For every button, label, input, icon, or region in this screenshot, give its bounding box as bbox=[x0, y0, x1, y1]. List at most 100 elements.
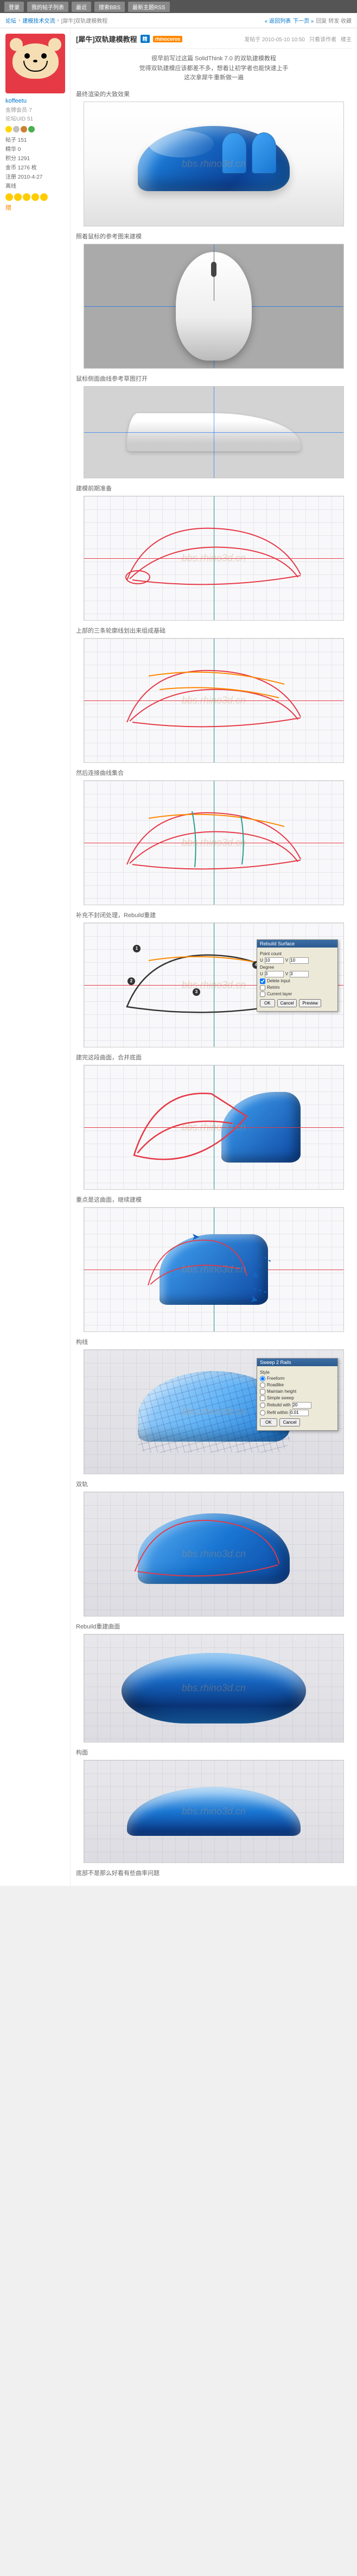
emoji-row bbox=[5, 193, 65, 201]
ok-button[interactable]: OK bbox=[260, 999, 275, 1007]
caption: 底部不是那么好看有些曲率问题 bbox=[76, 1868, 352, 1877]
post-actions[interactable]: 回复 转发 收藏 bbox=[316, 16, 352, 24]
label: Maintain height bbox=[267, 1389, 296, 1394]
avatar[interactable] bbox=[5, 34, 65, 93]
num-marker: 1 bbox=[133, 945, 141, 952]
figure-render: bbs.rhino3d.cn bbox=[84, 102, 344, 226]
refit-radio[interactable] bbox=[260, 1410, 265, 1416]
label: Retrim bbox=[267, 985, 280, 990]
caption: 最终渲染的大致效果 bbox=[76, 90, 352, 98]
stat-coins: 金币 1276 枚 bbox=[5, 163, 65, 173]
login-button[interactable]: 登录 bbox=[4, 2, 24, 12]
topbar: 登录 我的帖子列表 最近 搜索BBS 最新主题RSS bbox=[0, 0, 357, 13]
top-surface bbox=[122, 1653, 306, 1723]
du-input[interactable] bbox=[265, 971, 284, 977]
post-title: [犀牛]双轨建模教程 精 rhinoceros bbox=[76, 34, 182, 44]
figure-wireframe: bbs.rhino3d.cn Sweep 2 Rails Style Freef… bbox=[84, 1349, 344, 1474]
stat-points: 积分 1291 bbox=[5, 154, 65, 163]
dv-input[interactable] bbox=[290, 971, 309, 977]
layer-check[interactable] bbox=[260, 992, 265, 997]
caption: 构线 bbox=[76, 1337, 352, 1346]
medals bbox=[5, 126, 65, 132]
label: Current layer bbox=[267, 992, 292, 996]
back-link[interactable]: « 返回列表 bbox=[265, 16, 291, 24]
crumb-section[interactable]: 建模技术交流 bbox=[22, 16, 55, 24]
rebuild-radio[interactable] bbox=[260, 1403, 265, 1408]
roadlike-radio[interactable] bbox=[260, 1382, 265, 1388]
caption: 构面 bbox=[76, 1748, 352, 1757]
tol-input[interactable] bbox=[290, 1410, 309, 1416]
main-content: [犀牛]双轨建模教程 精 rhinoceros 发帖于 2010-05-10 1… bbox=[71, 28, 357, 1886]
ref-mouse bbox=[176, 252, 252, 361]
rss-button[interactable]: 最新主题RSS bbox=[128, 2, 170, 12]
figure-curves-2: bbs.rhino3d.cn bbox=[84, 638, 344, 763]
figure-curves-3: bbs.rhino3d.cn bbox=[84, 780, 344, 905]
medal-icon bbox=[5, 126, 12, 132]
essence-tag: 精 bbox=[141, 35, 150, 43]
dialog-title: Rebuild Surface bbox=[257, 940, 337, 948]
recent-button[interactable]: 最近 bbox=[72, 2, 91, 12]
crumb-forum[interactable]: 论坛 bbox=[5, 16, 16, 24]
label: U bbox=[260, 958, 263, 963]
emoji-icon[interactable] bbox=[14, 193, 22, 201]
del-check[interactable] bbox=[260, 978, 265, 984]
label: Freeform bbox=[267, 1376, 284, 1381]
caption: 重点是这曲面，继续建模 bbox=[76, 1195, 352, 1204]
figure-curves-1: bbs.rhino3d.cn bbox=[84, 496, 344, 621]
label: Style bbox=[260, 1370, 270, 1375]
stat-essence: 精华 0 bbox=[5, 145, 65, 154]
ok-button[interactable]: OK bbox=[260, 1418, 277, 1426]
label: U bbox=[260, 971, 263, 976]
caption: 建完这段曲面，合并底面 bbox=[76, 1053, 352, 1062]
emoji-icon[interactable] bbox=[40, 193, 48, 201]
post-header: [犀牛]双轨建模教程 精 rhinoceros 发帖于 2010-05-10 1… bbox=[76, 34, 352, 49]
floor-label: 楼主 bbox=[341, 35, 352, 43]
figure-final-surface: bbs.rhino3d.cn bbox=[84, 1760, 344, 1863]
label: Point count bbox=[260, 951, 282, 956]
sidebar: koffeetu 金牌会员·7 论坛UID 51 帖子 151 精华 0 积分 … bbox=[0, 28, 71, 1886]
pts-input[interactable] bbox=[292, 1402, 311, 1409]
next-page[interactable]: 下一页 » bbox=[293, 16, 314, 24]
emoji-icon[interactable] bbox=[5, 193, 13, 201]
post-time: 发帖于 2010-05-10 10:50 bbox=[244, 35, 305, 43]
simple-check[interactable] bbox=[260, 1396, 265, 1401]
post-meta: 发帖于 2010-05-10 10:50 只看该作者 楼主 bbox=[244, 35, 352, 43]
emoji-icon[interactable] bbox=[31, 193, 39, 201]
search-button[interactable]: 搜索BBS bbox=[94, 2, 125, 12]
figure-surface-arrows: bbs.rhino3d.cn ➤ - - - ➤ - - - ➤ bbox=[84, 1207, 344, 1332]
preview-button[interactable]: Preview bbox=[299, 999, 321, 1007]
freeform-radio[interactable] bbox=[260, 1376, 265, 1381]
arrow-icon: ➤ bbox=[192, 1232, 199, 1242]
figure-top-surface: bbs.rhino3d.cn bbox=[84, 1634, 344, 1742]
cancel-button[interactable]: Cancel bbox=[279, 1418, 301, 1426]
emoji-icon[interactable] bbox=[23, 193, 30, 201]
maintain-check[interactable] bbox=[260, 1389, 265, 1394]
gift-link[interactable]: 赠 bbox=[5, 203, 65, 212]
title-text: [犀牛]双轨建模教程 bbox=[76, 34, 137, 44]
label: V bbox=[285, 958, 288, 963]
username[interactable]: koffeetu bbox=[5, 98, 65, 104]
v-input[interactable] bbox=[290, 957, 309, 964]
label: Delete input bbox=[267, 978, 290, 983]
caption: 建模前期准备 bbox=[76, 484, 352, 493]
stat-status: 离线 bbox=[5, 182, 65, 191]
caption: 照着鼠标的参考图来建模 bbox=[76, 232, 352, 241]
myposts-button[interactable]: 我的帖子列表 bbox=[27, 2, 68, 12]
caption: 补充不封闭处理，Rebuild重建 bbox=[76, 911, 352, 919]
rebuild-dialog[interactable]: Rebuild Surface Point count UV Degree UV… bbox=[257, 939, 338, 1012]
retrim-check[interactable] bbox=[260, 985, 265, 990]
stat-posts: 帖子 151 bbox=[5, 136, 65, 145]
dialog-title: Sweep 2 Rails bbox=[257, 1359, 337, 1366]
sweep-dialog[interactable]: Sweep 2 Rails Style Freeform Roadlike Ma… bbox=[257, 1358, 338, 1431]
cancel-button[interactable]: Cancel bbox=[277, 999, 297, 1007]
caption: 上部的三条轮廓线划出来组成基础 bbox=[76, 626, 352, 635]
caption: 然后连接曲线集合 bbox=[76, 768, 352, 777]
u-input[interactable] bbox=[265, 957, 284, 964]
figure-sweep-result: bbs.rhino3d.cn bbox=[84, 1492, 344, 1617]
figure-sideview bbox=[84, 386, 344, 478]
num-marker: 3 bbox=[193, 988, 200, 996]
stat-reg: 注册 2010-4-27 bbox=[5, 173, 65, 182]
label: Rebuild with bbox=[267, 1403, 291, 1407]
crumb-title: [犀牛]双轨建模教程 bbox=[61, 16, 108, 24]
only-author[interactable]: 只看该作者 bbox=[309, 35, 336, 43]
